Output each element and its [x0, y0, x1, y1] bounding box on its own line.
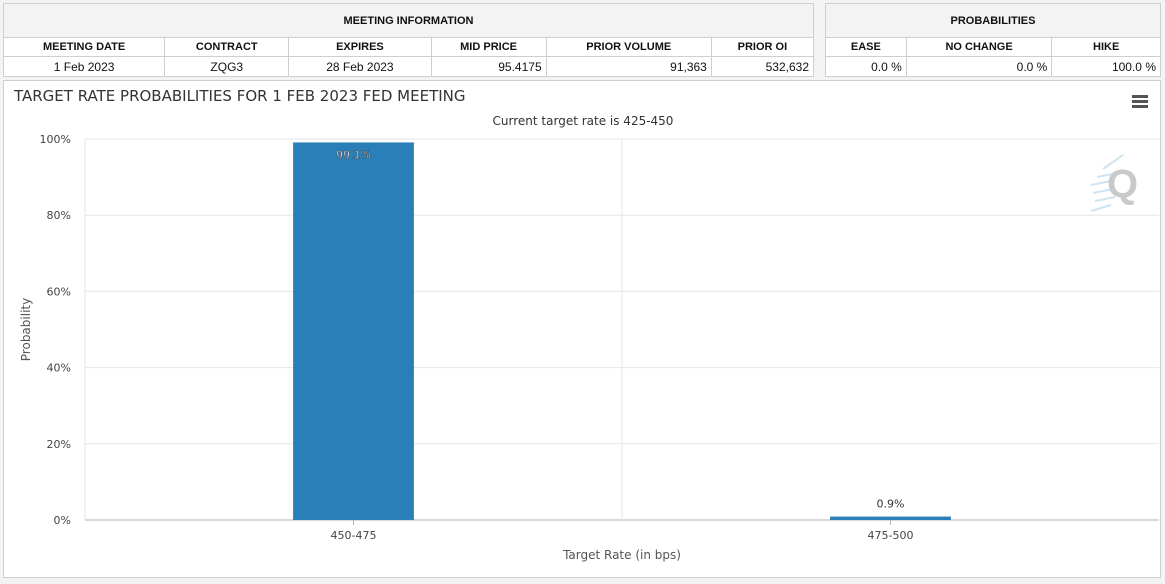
meeting-information-table: MEETING INFORMATION MEETING DATE CONTRAC…	[2, 3, 815, 77]
col-contract: CONTRACT	[164, 37, 290, 57]
chart-subtitle: Current target rate is 425-450	[492, 114, 674, 128]
y-tick-label: 60%	[47, 285, 71, 298]
meeting-date-value: 1 Feb 2023	[2, 56, 166, 77]
y-axis-title: Probability	[19, 298, 33, 361]
ease-value: 0.0 %	[825, 56, 907, 77]
y-tick-label: 20%	[47, 438, 71, 451]
prior-oi-value: 532,632	[710, 56, 815, 77]
q-logo-icon: Q	[1090, 154, 1138, 212]
expires-value: 28 Feb 2023	[288, 56, 432, 77]
table-row: 0.0 % 0.0 % 100.0 %	[825, 56, 1161, 77]
bar-475-500	[830, 516, 951, 520]
x-tick-label: 475-500	[868, 529, 914, 542]
data-label: 99.1%	[336, 148, 371, 161]
col-no-change: NO CHANGE	[905, 37, 1053, 57]
probabilities-table: PROBABILITIES EASE NO CHANGE HIKE 0.0 % …	[825, 3, 1161, 77]
mid-price-value: 95.4175	[430, 56, 547, 77]
no-change-value: 0.0 %	[905, 56, 1053, 77]
x-tick-label: 450-475	[331, 529, 377, 542]
y-tick-label: 40%	[47, 362, 71, 375]
col-prior-volume: PRIOR VOLUME	[545, 37, 712, 57]
bar-chart: 0% 20% 40% 60% 80% 100% 450-475 99.1% 475-500 0.9…	[19, 133, 1159, 562]
y-tick-label: 80%	[47, 209, 71, 222]
chart-title: TARGET RATE PROBABILITIES FOR 1 FEB 2023…	[14, 87, 466, 105]
probabilities-header: PROBABILITIES	[825, 3, 1161, 38]
table-row: 1 Feb 2023 ZQG3 28 Feb 2023 95.4175 91,3…	[2, 56, 815, 77]
meeting-information-header: MEETING INFORMATION	[3, 3, 814, 38]
y-tick-label: 100%	[40, 133, 71, 146]
data-label: 0.9%	[877, 498, 905, 511]
chart-panel: TARGET RATE PROBABILITIES FOR 1 FEB 2023…	[3, 80, 1161, 578]
logo-text: Q	[1107, 162, 1138, 206]
col-ease: EASE	[825, 37, 907, 57]
hike-value: 100.0 %	[1051, 56, 1161, 77]
col-mid-price: MID PRICE	[430, 37, 547, 57]
col-meeting-date: MEETING DATE	[2, 37, 166, 57]
bar-450-475	[293, 142, 414, 520]
col-expires: EXPIRES	[288, 37, 432, 57]
y-tick-label: 0%	[54, 514, 71, 527]
prior-volume-value: 91,363	[545, 56, 712, 77]
col-prior-oi: PRIOR OI	[710, 37, 815, 57]
x-axis-title: Target Rate (in bps)	[562, 548, 681, 562]
hamburger-menu-icon[interactable]	[1132, 95, 1148, 109]
col-hike: HIKE	[1051, 37, 1161, 57]
contract-value: ZQG3	[164, 56, 290, 77]
